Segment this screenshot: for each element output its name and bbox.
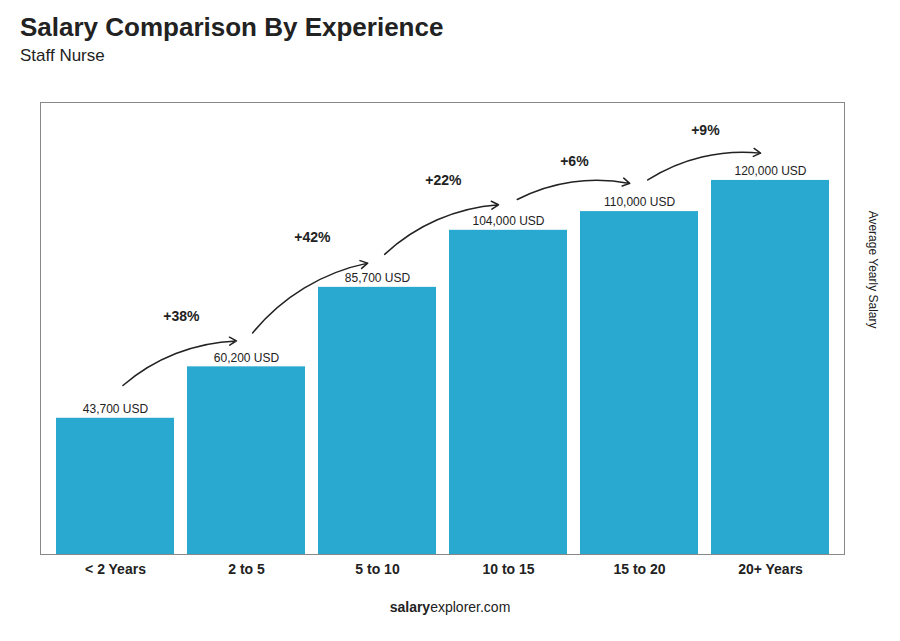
svg-text:43,700 USD: 43,700 USD — [83, 402, 149, 416]
svg-text:+38%: +38% — [163, 308, 200, 324]
svg-text:+6%: +6% — [560, 153, 589, 169]
svg-text:120,000 USD: 120,000 USD — [734, 164, 806, 178]
svg-text:Average Yearly Salary: Average Yearly Salary — [866, 211, 880, 329]
svg-text:< 2 Years: < 2 Years — [85, 561, 146, 577]
html-text:salary explorer.com: salary explorer.com — [389, 599, 511, 615]
svg-text:110,000 USD: 110,000 USD — [604, 195, 675, 209]
svg-text:20+ Years: 20+ Years — [738, 561, 803, 577]
svg-text:15 to 20: 15 to 20 — [613, 561, 665, 577]
svg-text:2 to 5: 2 to 5 — [228, 561, 265, 577]
svg-text:+22%: +22% — [425, 172, 462, 188]
html-text:Salary Comparison By Experienc: Salary Comparison By Experience — [20, 12, 444, 42]
svg-text:+9%: +9% — [691, 122, 720, 138]
html-text:Staff Nurse: Staff Nurse — [20, 46, 105, 65]
svg-text:+42%: +42% — [294, 229, 331, 245]
svg-text:104,000 USD: 104,000 USD — [472, 214, 544, 228]
svg-text:5 to 10: 5 to 10 — [355, 561, 400, 577]
svg-text:10 to 15: 10 to 15 — [482, 561, 534, 577]
svg-text:60,200 USD: 60,200 USD — [214, 351, 280, 365]
svg-text:85,700 USD: 85,700 USD — [345, 271, 411, 285]
